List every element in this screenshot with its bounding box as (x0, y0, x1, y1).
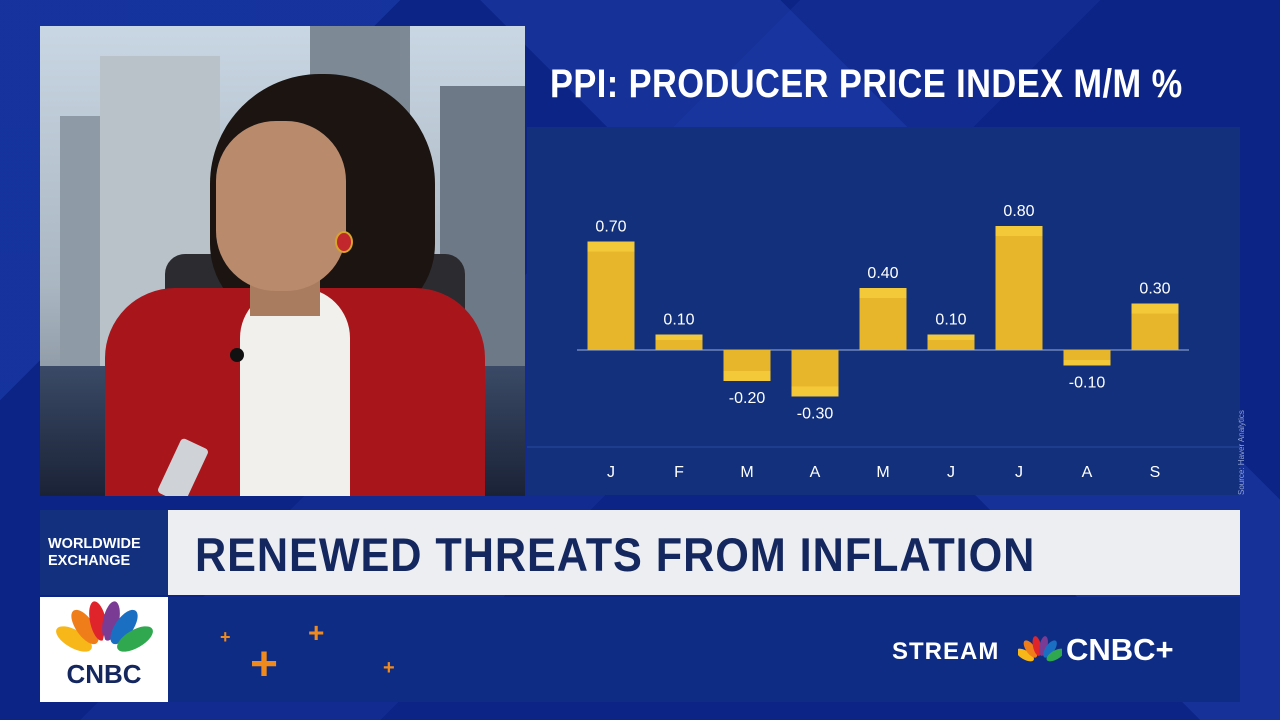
show-tag-line1: WORLDWIDE (48, 536, 141, 552)
data-label: 0.10 (935, 312, 966, 329)
data-label: 0.80 (1003, 203, 1034, 220)
data-label: 0.10 (663, 312, 694, 329)
plus-icon: + (250, 638, 279, 691)
headline: RENEWED THREATS FROM INFLATION (195, 528, 1036, 581)
bar-highlight (791, 386, 839, 397)
data-label: 0.30 (1139, 281, 1170, 298)
bar-highlight (1131, 303, 1179, 314)
bar-highlight (927, 334, 975, 340)
data-label: 0.70 (595, 219, 626, 236)
x-tick-label: A (810, 464, 821, 481)
logo-text: CNBC (66, 659, 142, 689)
presenter-face (216, 121, 346, 291)
bar-highlight (587, 241, 635, 252)
chart-source: Source: Haver Analytics (1237, 410, 1246, 495)
data-label: -0.20 (729, 390, 766, 407)
bar (995, 226, 1043, 350)
peacock-icon (56, 601, 153, 653)
cnbc-plus-label: CNBC+ (1066, 632, 1174, 667)
x-tick-label: M (740, 464, 753, 481)
chart-title: PPI: PRODUCER PRICE INDEX M/M % (550, 62, 1183, 106)
chart-panel: 0.70 J 0.10 F -0.20 M -0.30 A 0.40 M 0.10 J 0.80 J -0.… (527, 127, 1240, 495)
data-label: -0.10 (1069, 375, 1106, 392)
lower-third-bar (40, 510, 1240, 595)
x-tick-label: S (1150, 464, 1161, 481)
x-tick-label: F (674, 464, 684, 481)
bar (587, 241, 635, 350)
peacock-icon (1018, 636, 1062, 662)
earring (335, 231, 353, 253)
x-tick-label: J (607, 464, 615, 481)
x-tick-label: M (876, 464, 889, 481)
video-feed (40, 26, 525, 496)
bar-chart: 0.70 J 0.10 F -0.20 M -0.30 A 0.40 M 0.10 J 0.80 J -0.… (527, 203, 1240, 481)
lapel-mic (230, 348, 244, 362)
plus-icon: + (383, 657, 395, 679)
x-tick-label: J (947, 464, 955, 481)
plus-icon: + (308, 617, 325, 648)
bar (859, 288, 907, 350)
show-tag: WORLDWIDE EXCHANGE (40, 510, 168, 595)
x-tick-label: A (1082, 464, 1093, 481)
bar-highlight (859, 288, 907, 298)
bar-highlight (655, 334, 703, 340)
data-label: -0.30 (797, 406, 834, 423)
bar-highlight (723, 371, 771, 381)
data-label: 0.40 (867, 265, 898, 282)
bar-highlight (1063, 360, 1111, 366)
plus-icon: + (220, 627, 231, 647)
cnbc-logo: CNBC (40, 597, 168, 702)
presenter-shirt (240, 288, 350, 496)
bar-highlight (995, 226, 1043, 236)
x-tick-label: J (1015, 464, 1023, 481)
show-tag-line2: EXCHANGE (48, 553, 131, 569)
stream-label: STREAM (892, 638, 1000, 665)
